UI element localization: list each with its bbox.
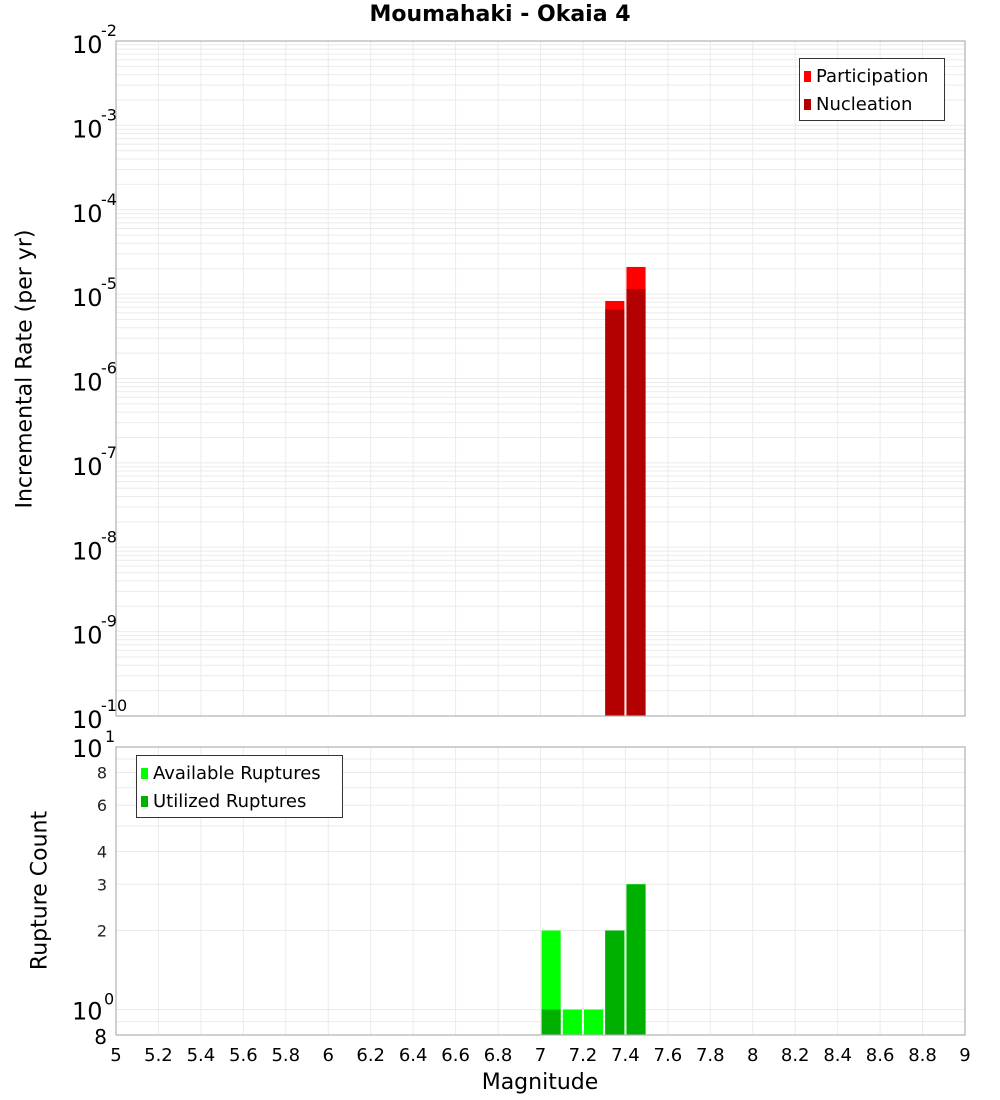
- x-tick-label: 7.2: [569, 1045, 598, 1066]
- y-tick-exponent: -9: [101, 612, 117, 631]
- top-y-axis-title: Incremental Rate (per yr): [12, 229, 38, 509]
- nucleation-bar: [605, 309, 625, 716]
- y-tick-exponent: 1: [105, 727, 115, 746]
- bottom-y-axis-title: Rupture Count: [27, 810, 53, 971]
- y-tick-exponent: -10: [101, 696, 127, 715]
- x-tick-label: 5.4: [187, 1045, 216, 1066]
- x-axis-ticks: 5 5.2 5.4 5.6 5.8 6 6.2 6.4 6.6 6.8 7 7.2 7.4 7.6 7.8 8…: [110, 1045, 970, 1066]
- legend-label: Available Ruptures: [153, 762, 321, 784]
- legend-label: Nucleation: [816, 93, 913, 115]
- y-tick-label: 10: [72, 706, 103, 734]
- x-tick-label: 7.8: [696, 1045, 725, 1066]
- x-tick-label: 6.8: [484, 1045, 513, 1066]
- top-legend: Participation Nucleation: [799, 58, 945, 121]
- y-tick-label: 10: [72, 200, 103, 228]
- x-tick-label: 7.4: [611, 1045, 640, 1066]
- x-tick-label: 8.6: [866, 1045, 895, 1066]
- available-ruptures-bar: [562, 1009, 582, 1035]
- y-tick-exponent: -7: [101, 443, 117, 462]
- y-tick-label: 10: [72, 369, 103, 397]
- utilized-ruptures-bar: [605, 930, 625, 1035]
- y-tick-label: 10: [72, 115, 103, 143]
- legend-item-participation: Participation: [804, 62, 938, 90]
- y-tick-label: 10: [72, 537, 103, 565]
- y-tick-exponent: -3: [101, 105, 117, 124]
- y-tick-exponent: 0: [104, 990, 114, 1009]
- utilized-swatch-icon: [141, 795, 148, 807]
- y-tick-label: 10: [72, 31, 103, 59]
- available-ruptures-bar: [584, 1009, 604, 1035]
- utilized-ruptures-bar: [541, 1009, 561, 1035]
- x-tick-label: 6: [323, 1045, 334, 1066]
- legend-item-nucleation: Nucleation: [804, 90, 938, 118]
- available-ruptures-bar: [541, 930, 561, 1035]
- y-tick-exponent: -2: [101, 21, 117, 40]
- x-tick-label: 5.8: [271, 1045, 300, 1066]
- y-tick-label: 10: [72, 284, 103, 312]
- x-tick-label: 8.4: [823, 1045, 852, 1066]
- y-tick-exponent: -8: [101, 527, 117, 546]
- y-tick-label: 10: [72, 998, 103, 1026]
- x-tick-label: 6.4: [399, 1045, 428, 1066]
- x-tick-label: 8.8: [908, 1045, 937, 1066]
- legend-label: Participation: [816, 65, 929, 87]
- x-axis-title: Magnitude: [481, 1070, 599, 1095]
- y-tick-label: 8: [94, 1025, 107, 1049]
- y-tick-exponent: -4: [101, 190, 117, 209]
- y-tick-label: 10: [72, 735, 103, 763]
- x-tick-label: 6.2: [356, 1045, 385, 1066]
- chart-title: Moumahaki - Okaia 4: [369, 2, 631, 27]
- y-tick-exponent: -5: [101, 274, 117, 293]
- x-tick-label: 7: [535, 1045, 546, 1066]
- participation-swatch-icon: [804, 70, 811, 82]
- y-tick-label: 4: [97, 842, 107, 861]
- x-tick-label: 5: [110, 1045, 121, 1066]
- legend-label: Utilized Ruptures: [153, 790, 307, 812]
- y-tick-label: 10: [72, 622, 103, 650]
- y-tick-label: 8: [97, 763, 107, 782]
- available-swatch-icon: [141, 767, 148, 779]
- y-tick-exponent: -6: [101, 359, 117, 378]
- top-plot: 10-210-310-410-510-610-710-810-910-10: [72, 21, 966, 734]
- legend-item-available-ruptures: Available Ruptures: [141, 759, 336, 787]
- x-tick-label: 9: [959, 1045, 970, 1066]
- x-tick-label: 8.2: [781, 1045, 810, 1066]
- x-tick-label: 5.2: [144, 1045, 173, 1066]
- y-tick-label: 3: [97, 875, 107, 894]
- nucleation-swatch-icon: [804, 98, 811, 110]
- x-tick-label: 5.6: [229, 1045, 258, 1066]
- y-tick-label: 10: [72, 453, 103, 481]
- x-tick-label: 8: [747, 1045, 758, 1066]
- nucleation-bar: [626, 289, 646, 716]
- utilized-ruptures-bar: [626, 884, 646, 1035]
- bottom-legend: Available Ruptures Utilized Ruptures: [136, 755, 343, 818]
- y-tick-label: 6: [97, 796, 107, 815]
- x-tick-label: 6.6: [441, 1045, 470, 1066]
- x-tick-label: 7.6: [654, 1045, 683, 1066]
- legend-item-utilized-ruptures: Utilized Ruptures: [141, 787, 336, 815]
- y-tick-label: 2: [97, 922, 107, 941]
